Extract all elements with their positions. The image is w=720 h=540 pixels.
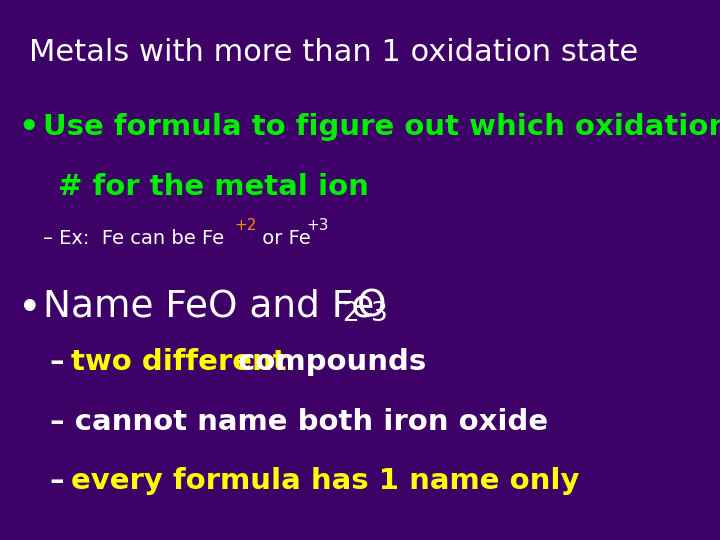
Text: Use formula to figure out which oxidation: Use formula to figure out which oxidatio…: [43, 113, 720, 141]
Text: –: –: [50, 348, 75, 376]
Text: •: •: [18, 289, 42, 329]
Text: +2: +2: [234, 218, 256, 233]
Text: # for the metal ion: # for the metal ion: [58, 173, 369, 201]
Text: compounds: compounds: [228, 348, 426, 376]
Text: 2: 2: [342, 301, 359, 327]
Text: Name FeO and Fe: Name FeO and Fe: [43, 289, 374, 325]
Text: 3: 3: [371, 301, 387, 327]
Text: every formula has 1 name only: every formula has 1 name only: [71, 467, 579, 495]
Text: Metals with more than 1 oxidation state: Metals with more than 1 oxidation state: [29, 38, 638, 67]
Text: +3: +3: [306, 218, 328, 233]
Text: – Ex:  Fe can be Fe: – Ex: Fe can be Fe: [43, 230, 225, 248]
Text: or Fe: or Fe: [256, 230, 310, 248]
Text: two different: two different: [71, 348, 286, 376]
Text: O: O: [356, 289, 386, 325]
Text: –: –: [50, 467, 75, 495]
Text: – cannot name both iron oxide: – cannot name both iron oxide: [50, 408, 549, 436]
Text: •: •: [18, 113, 38, 144]
